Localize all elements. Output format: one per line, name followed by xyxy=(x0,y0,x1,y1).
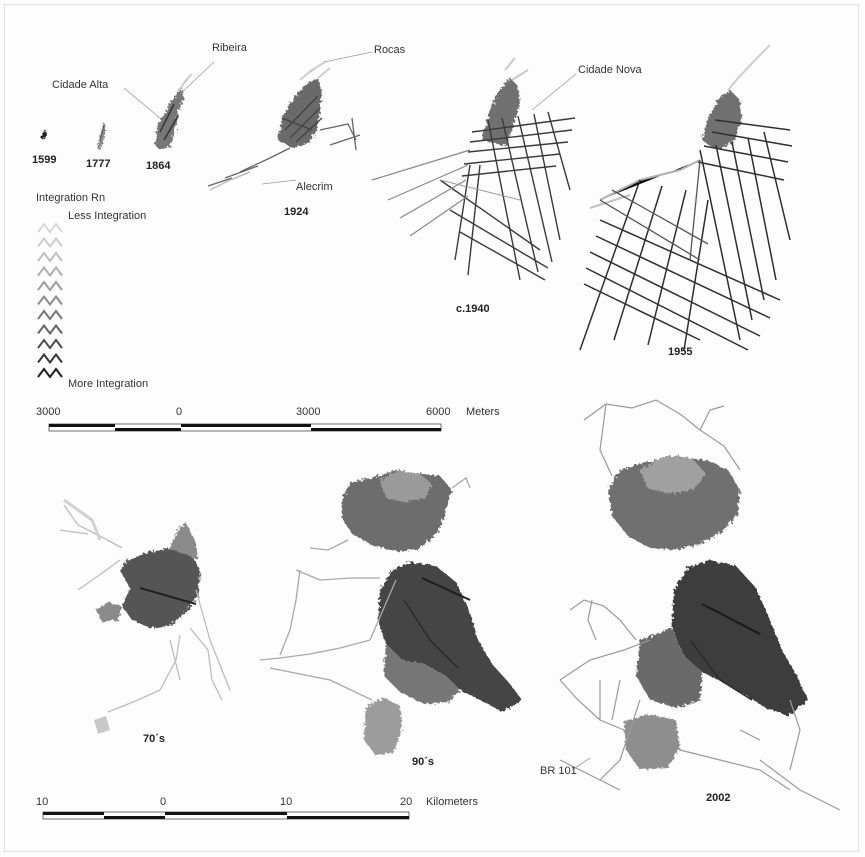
map-1940 xyxy=(371,57,576,281)
legend-ramp-swatch xyxy=(37,309,63,321)
map-1777 xyxy=(97,122,106,150)
label-rocas: Rocas xyxy=(374,44,406,56)
map-1924 xyxy=(207,61,361,191)
year-1940: c.1940 xyxy=(456,303,490,315)
scale-bar-meters xyxy=(48,423,442,432)
legend-ramp-swatch xyxy=(37,367,63,379)
label-cidade-alta: Cidade Alta xyxy=(52,79,109,91)
legend-ramp-swatch xyxy=(37,338,63,350)
map-1599 xyxy=(40,130,47,140)
year-1864: 1864 xyxy=(146,160,171,172)
scale-km-tick-0: 10 xyxy=(36,796,49,808)
year-1599: 1599 xyxy=(32,154,57,166)
scale-meters-unit: Meters xyxy=(466,406,500,418)
scale-bar-kilometers xyxy=(42,811,410,820)
legend-ramp-swatch xyxy=(37,323,63,336)
leader-lines xyxy=(123,51,591,771)
year-70s: 70´s xyxy=(143,733,166,745)
legend-more-label: More Integration xyxy=(68,378,149,390)
scale-km-unit: Kilometers xyxy=(426,796,478,808)
year-90s: 90´s xyxy=(412,756,435,768)
legend-ramp-swatch xyxy=(37,251,63,263)
label-ribeira: Ribeira xyxy=(212,42,247,54)
map-90s xyxy=(259,470,522,756)
map-70s xyxy=(59,498,231,734)
scale-km-tick-3: 20 xyxy=(400,796,413,808)
scale-meters-tick-0: 3000 xyxy=(36,406,61,418)
scale-meters-tick-3: 6000 xyxy=(426,406,451,418)
legend-ramp-swatch xyxy=(37,222,63,234)
year-2002: 2002 xyxy=(706,792,731,804)
scale-meters-tick-2: 3000 xyxy=(296,406,321,418)
legend-ramp-swatch xyxy=(37,265,63,278)
year-1924: 1924 xyxy=(284,206,309,218)
map-2002 xyxy=(559,399,841,811)
label-alecrim: Alecrim xyxy=(296,181,333,193)
legend-ramp-swatch xyxy=(37,352,63,365)
label-br101: BR 101 xyxy=(540,765,577,777)
figure-frame xyxy=(4,4,859,852)
legend-ramp xyxy=(37,222,63,379)
map-1955 xyxy=(579,44,793,351)
year-1955: 1955 xyxy=(668,346,693,358)
map-1864 xyxy=(155,73,193,150)
legend-title: Integration Rn xyxy=(36,192,106,204)
scale-meters-tick-1: 0 xyxy=(176,406,183,418)
year-1777: 1777 xyxy=(86,158,111,170)
legend-less-label: Less Integration xyxy=(68,210,147,222)
scale-km-tick-1: 0 xyxy=(160,796,167,808)
scale-km-tick-2: 10 xyxy=(280,796,293,808)
legend-ramp-swatch xyxy=(37,280,63,292)
legend-ramp-swatch xyxy=(37,294,63,307)
label-cidade-nova: Cidade Nova xyxy=(578,64,642,76)
legend-ramp-swatch xyxy=(37,236,63,249)
